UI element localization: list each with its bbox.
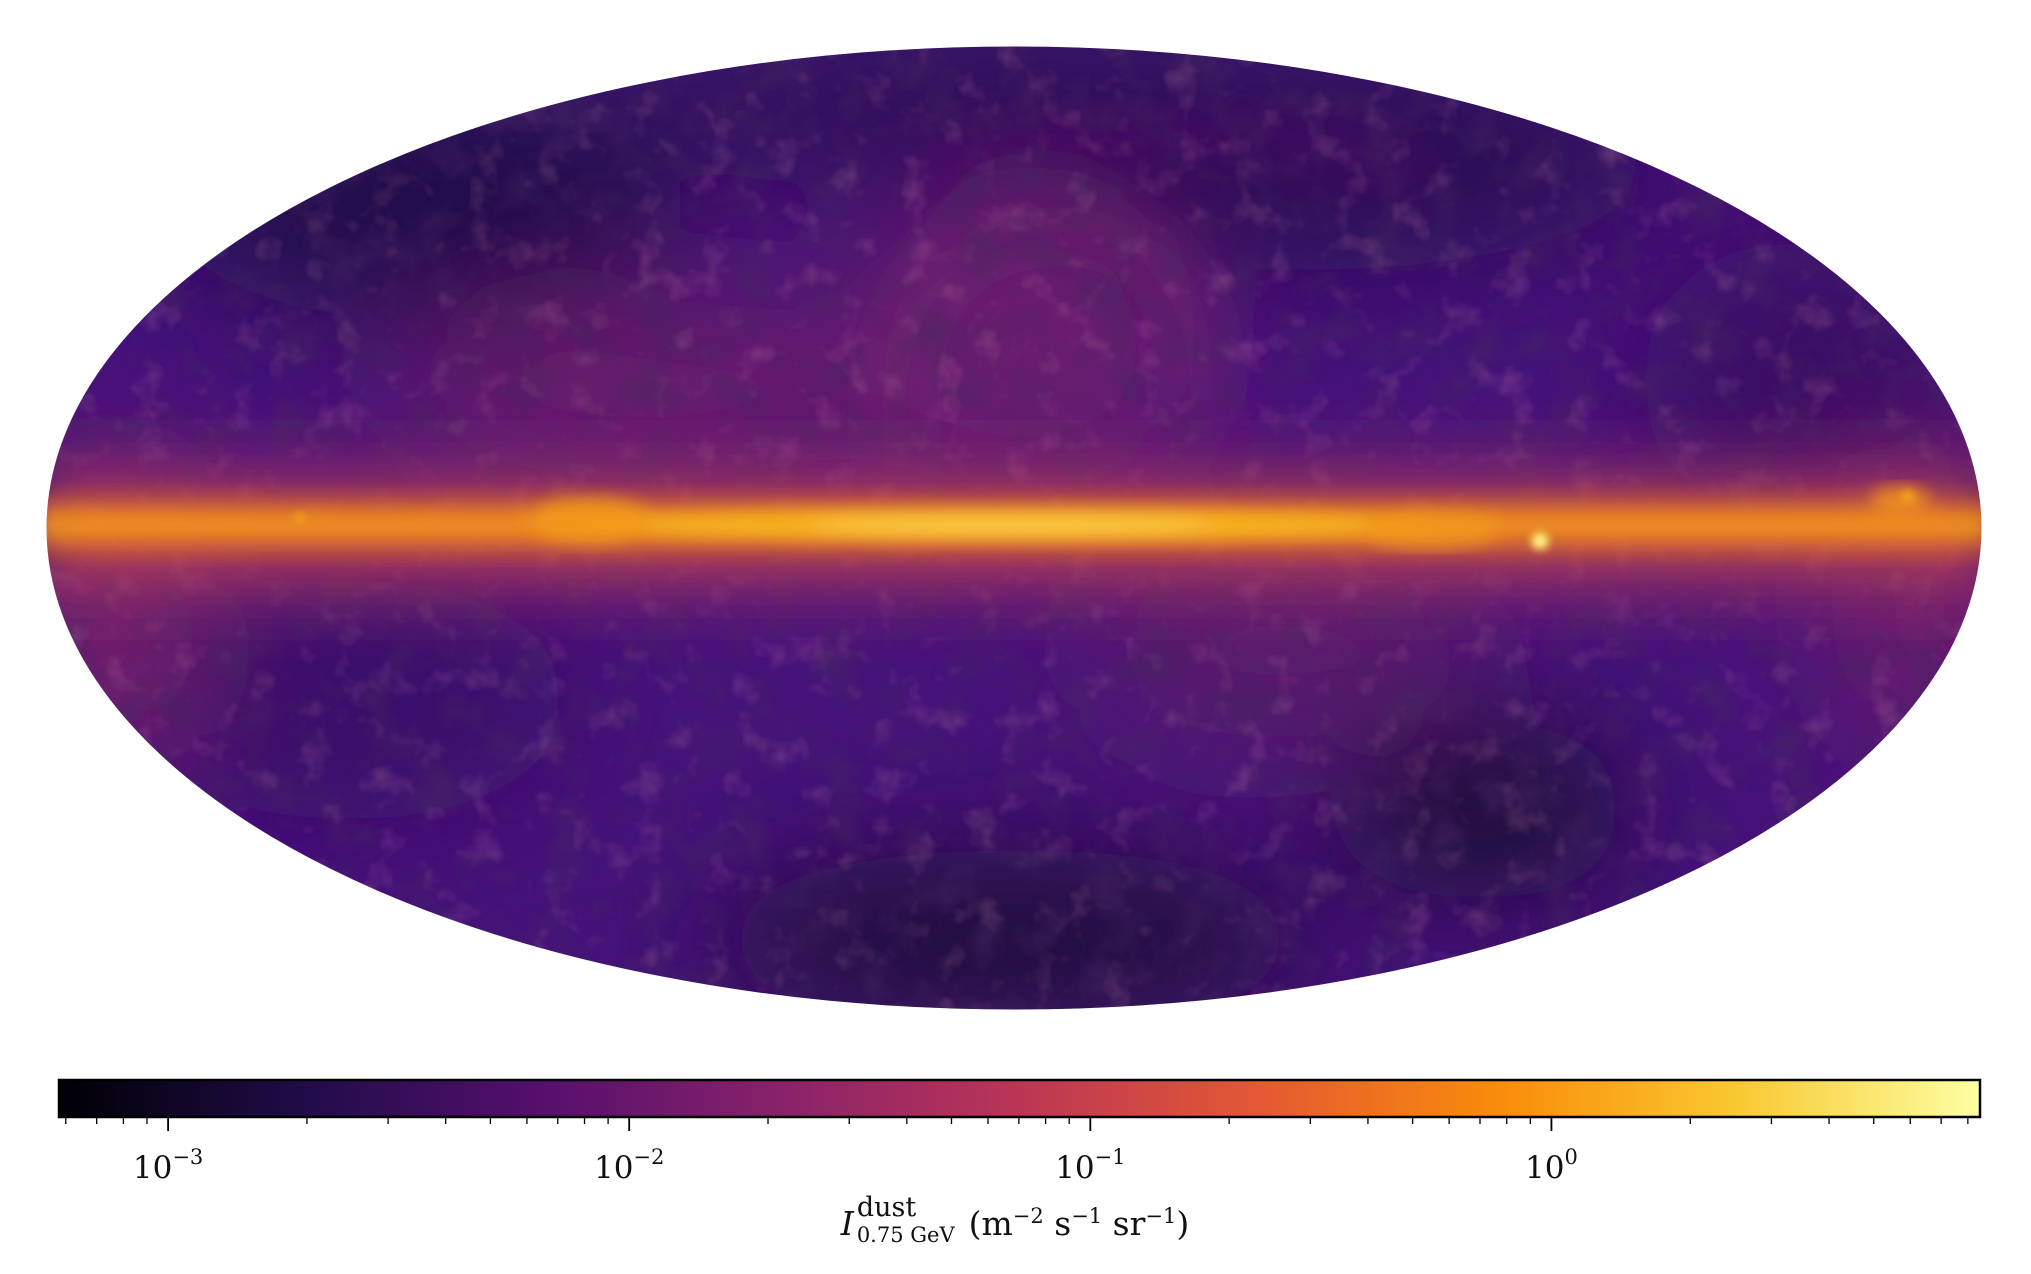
colorbar-label-superscript: dust	[856, 1192, 917, 1223]
colorbar-tick-label: 10−1	[1055, 1145, 1126, 1186]
colorbar-tick-label: 100	[1525, 1145, 1578, 1186]
mollweide-map	[46, 46, 1982, 1010]
colorbar-label-units: (m−2 s−1 sr−1)	[968, 1204, 1190, 1243]
colorbar-label-subscript: 0.75 GeV	[856, 1223, 955, 1247]
map-outline	[45, 45, 1983, 1011]
colorbar-tick-label: 10−2	[593, 1145, 665, 1186]
colorbar-label-symbol: I	[840, 1204, 854, 1243]
colorbar-gradient	[59, 1080, 1980, 1117]
colorbar-ticks	[65, 1117, 1969, 1131]
colorbar-tick-label: 10−3	[132, 1145, 204, 1186]
colorbar	[57, 1078, 1982, 1131]
